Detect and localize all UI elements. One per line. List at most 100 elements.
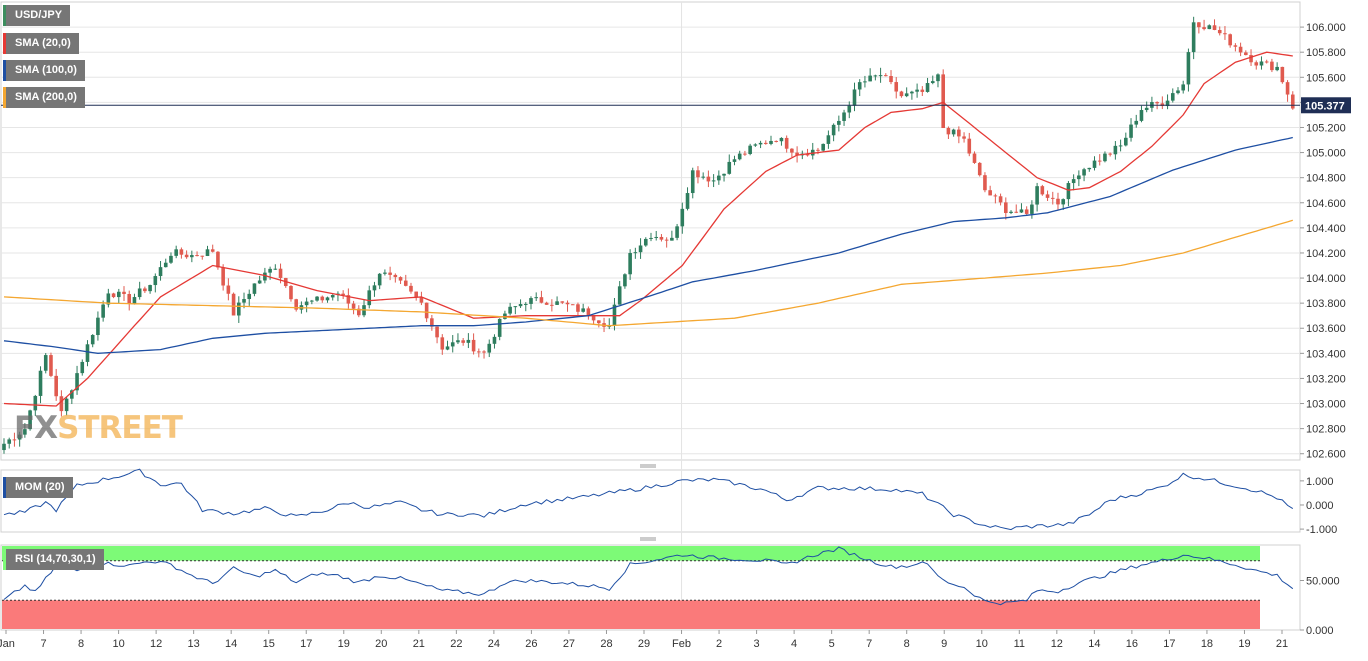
- candle-body: [268, 268, 272, 273]
- candle-body: [153, 276, 158, 286]
- candle-body: [127, 294, 132, 304]
- legend-sma20[interactable]: SMA (20,0): [3, 33, 79, 54]
- time-tick-label: 15: [263, 638, 275, 650]
- price-tick-label: 103.000: [1306, 399, 1346, 411]
- time-tick-label: 10: [112, 638, 124, 650]
- candle-body: [753, 144, 758, 146]
- candle-body: [1285, 82, 1290, 95]
- candle-body: [925, 83, 930, 92]
- time-tick-label: 19: [1238, 638, 1250, 650]
- candle-body: [863, 81, 867, 83]
- candle-body: [1056, 198, 1060, 205]
- candle-body: [1009, 211, 1013, 213]
- candle-body: [1045, 194, 1050, 198]
- candle-body: [586, 308, 591, 317]
- price-tick-label: 104.800: [1306, 173, 1346, 185]
- candle-body: [1202, 27, 1206, 30]
- candle-body: [122, 291, 126, 295]
- candle-body: [769, 140, 773, 144]
- candle-body: [1207, 25, 1212, 30]
- candle-body: [1097, 160, 1102, 162]
- candle-body: [1024, 209, 1029, 214]
- candle-body: [1144, 107, 1149, 111]
- candle-body: [377, 273, 382, 286]
- candle-body: [873, 75, 878, 77]
- candle-body: [988, 190, 992, 196]
- candle-body: [1087, 167, 1092, 170]
- candle-body: [70, 390, 74, 399]
- watermark-fx: FX: [14, 410, 58, 446]
- candle-body: [320, 296, 325, 301]
- momentum-tick-label: -1.000: [1306, 524, 1337, 536]
- candle-body: [17, 434, 22, 440]
- time-tick-label: 20: [375, 638, 387, 650]
- candle-body: [1259, 61, 1264, 66]
- candle-body: [711, 180, 716, 182]
- time-tick-label: 3: [754, 638, 760, 650]
- candle-body: [456, 340, 460, 343]
- candle-body: [1275, 66, 1279, 71]
- candle-body: [883, 75, 888, 77]
- sma-line-200: [3, 219, 1293, 327]
- candle-body: [1186, 52, 1191, 85]
- time-tick-label: 12: [150, 638, 162, 650]
- candle-body: [920, 89, 925, 92]
- candle-body: [962, 136, 966, 139]
- legend-usdjpy[interactable]: USD/JPY: [3, 5, 71, 26]
- candle-body: [1244, 52, 1248, 56]
- candle-body: [383, 272, 387, 274]
- candle-body: [670, 237, 674, 241]
- time-tick-label: 9: [941, 638, 947, 650]
- candle-body: [414, 291, 419, 298]
- legend-momentum[interactable]: MOM (20): [3, 477, 73, 498]
- time-tick-label: 2: [716, 638, 722, 650]
- candle-body: [7, 439, 12, 444]
- candle-body: [477, 351, 481, 353]
- legend-sma200[interactable]: SMA (200,0): [3, 87, 85, 108]
- candle-body: [247, 293, 252, 300]
- candle-body: [403, 280, 408, 286]
- time-tick-label: 17: [1163, 638, 1175, 650]
- candle-body: [946, 128, 951, 135]
- candle-body: [90, 335, 95, 345]
- candle-body: [722, 173, 726, 176]
- candle-body: [1212, 25, 1217, 30]
- price-tick-label: 105.800: [1306, 47, 1346, 59]
- candle-body: [664, 239, 669, 241]
- candle-body: [1077, 175, 1081, 180]
- candle-body: [210, 249, 215, 252]
- candle-body: [805, 153, 810, 156]
- candle-body: [555, 301, 559, 305]
- candle-body: [310, 300, 314, 302]
- candle-body: [1035, 186, 1039, 205]
- price-tick-label: 105.600: [1306, 72, 1346, 84]
- candle-body: [1124, 137, 1128, 146]
- candle-body: [38, 370, 43, 396]
- candle-body: [706, 176, 711, 182]
- candle-body: [190, 255, 194, 258]
- price-tick-label: 104.000: [1306, 273, 1346, 285]
- candle-body: [1270, 61, 1274, 71]
- legend-label-rsi: RSI (14,70,30,1): [15, 553, 96, 565]
- candle-body: [419, 297, 424, 303]
- candle-body: [482, 351, 486, 353]
- candle-body: [1134, 120, 1139, 125]
- legend-label-sma200: SMA (200,0): [15, 91, 77, 103]
- candle-body: [617, 286, 622, 305]
- candle-body: [748, 145, 752, 155]
- legend-sma100[interactable]: SMA (100,0): [3, 60, 85, 81]
- price-tick-label: 103.800: [1306, 298, 1346, 310]
- candle-body: [1254, 62, 1259, 66]
- candle-body: [96, 317, 100, 336]
- momentum-line: [3, 468, 1294, 531]
- candle-body: [1129, 124, 1133, 138]
- candle-body: [889, 76, 893, 83]
- candle-body: [252, 283, 257, 294]
- time-tick-label: 5: [829, 638, 835, 650]
- candle-body: [1191, 22, 1196, 53]
- candle-body: [169, 255, 173, 263]
- time-tick-label: 8: [904, 638, 910, 650]
- legend-rsi[interactable]: RSI (14,70,30,1): [3, 549, 104, 570]
